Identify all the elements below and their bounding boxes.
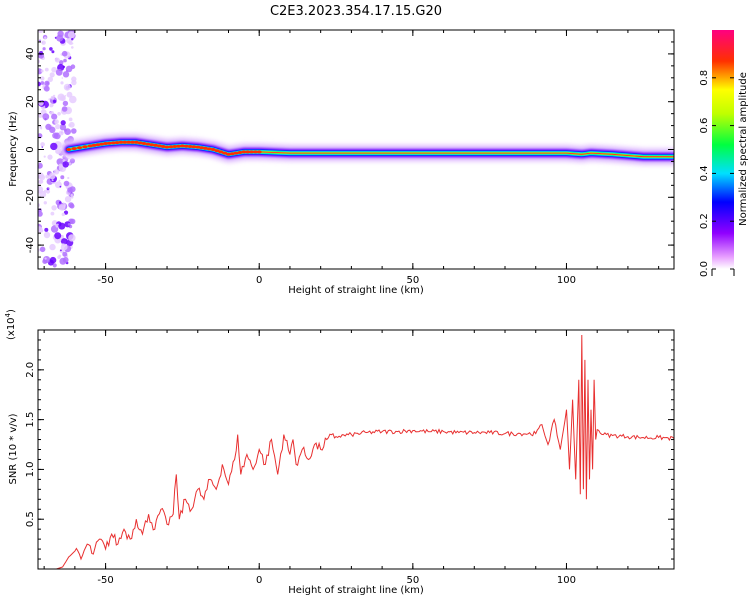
y-tick-label: 1.5 [25, 412, 36, 428]
x-tick-label: -50 [97, 275, 113, 286]
ridge-bead [71, 147, 77, 151]
ridge-bead [164, 145, 170, 149]
ridge-bead [126, 140, 132, 144]
page-title: C2E3.2023.354.17.15.G20 [270, 4, 442, 19]
snr-multiplier-exp: 4 [4, 312, 12, 317]
ridge-bead [214, 149, 220, 153]
ridge-bead [210, 148, 216, 151]
y-tick-label: 0.5 [25, 511, 36, 527]
ridge-bead [256, 150, 262, 154]
spectrogram-x-ticks: -50 0 50 100 [43, 30, 660, 286]
x-tick-label: -50 [97, 575, 113, 586]
x-tick-label: 100 [557, 275, 576, 286]
colorbar-ticks: 0.0 0.2 0.4 0.6 0.8 [699, 70, 735, 277]
y-tick-label: -40 [25, 237, 36, 253]
colorbar-tick-label: 0.2 [699, 213, 710, 229]
ridge-bead [106, 141, 112, 145]
snr-panel: -50 0 50 100 0.5 1.0 1.5 2.0 Height of straigh… [4, 309, 675, 596]
ridge-bead [172, 145, 178, 148]
ridge-bead [248, 150, 255, 154]
spectrogram-noise [38, 30, 77, 268]
ridge-bead [245, 150, 251, 154]
spectrogram-panel: -50 0 50 100 -40 -20 0 20 40 Height of straight… [8, 29, 675, 296]
y-tick-label: 2.0 [25, 362, 36, 378]
ridge-bead [145, 142, 151, 146]
ridge-bead [133, 140, 139, 144]
snr-x-axis-label: Height of straight line (km) [288, 585, 424, 596]
ridge-bead [237, 151, 243, 154]
y-tick-label: -20 [25, 189, 36, 205]
ridge-bead [168, 145, 174, 149]
ridge-bead [82, 145, 88, 149]
ridge-bead [176, 144, 182, 148]
ridge-bead [222, 151, 228, 155]
spectrogram-y-ticks: -40 -20 0 20 40 [25, 29, 674, 270]
snr-multiplier-close: ) [6, 309, 17, 313]
ridge-bead [122, 140, 128, 144]
ridge-bead [229, 152, 235, 156]
ridge-bead [202, 146, 208, 150]
snr-multiplier: (x104) [4, 309, 17, 340]
x-tick-label: 0 [256, 575, 262, 586]
colorbar-tick-label: 0.0 [699, 261, 710, 277]
colorbar-tick-label: 0.4 [699, 165, 710, 181]
y-tick-label: 40 [25, 48, 36, 61]
svg-text:(x104): (x104) [4, 309, 17, 340]
ridge-bead [183, 144, 189, 148]
spectrogram-x-axis-label: Height of straight line (km) [288, 285, 424, 296]
ridge-bead [187, 145, 193, 148]
ridge-bead [66, 148, 72, 151]
colorbar-gradient [712, 30, 734, 269]
spectrogram-plot-area [38, 30, 674, 269]
ridge-bead [118, 140, 124, 144]
colorbar-tick-label: 0.6 [699, 118, 710, 134]
spectrogram-y-axis-label: Frequency (Hz) [8, 111, 19, 187]
spectrogram-ridge [59, 133, 674, 166]
ridge-bead [114, 141, 120, 145]
x-tick-label: 50 [406, 575, 419, 586]
ridge-bead [252, 150, 258, 154]
ridge-bead [103, 142, 109, 145]
y-tick-label: 1.0 [25, 461, 36, 477]
colorbar: 0.0 0.2 0.4 0.6 0.8 Normalized spectral ampl… [699, 30, 749, 277]
ridge-bead [87, 144, 93, 148]
x-tick-label: 0 [256, 275, 262, 286]
ridge-bead [129, 140, 136, 144]
y-tick-label: 20 [25, 95, 36, 108]
x-tick-label: 50 [406, 275, 419, 286]
snr-x-ticks: -50 0 50 100 [43, 330, 660, 586]
ridge-bead [179, 144, 185, 148]
ridge-bead [152, 143, 159, 147]
x-tick-label: 100 [557, 575, 576, 586]
snr-y-axis-label: SNR (10 * v/v) [8, 413, 19, 484]
ridge-bead [95, 143, 101, 147]
ridge-bead [76, 146, 83, 150]
ridge-bead [110, 141, 116, 145]
ridge-bead [218, 150, 224, 154]
snr-y-ticks: 0.5 1.0 1.5 2.0 [25, 339, 674, 560]
snr-multiplier-base: (x10 [6, 317, 17, 340]
colorbar-label: Normalized spectral amplitude [738, 72, 749, 226]
snr-plot-area [38, 330, 674, 569]
y-tick-label: 0 [25, 146, 36, 152]
snr-series-line [38, 334, 674, 569]
ridge-bead [191, 145, 197, 149]
ridge-bead [241, 150, 247, 154]
colorbar-tick-label: 0.8 [699, 70, 710, 86]
